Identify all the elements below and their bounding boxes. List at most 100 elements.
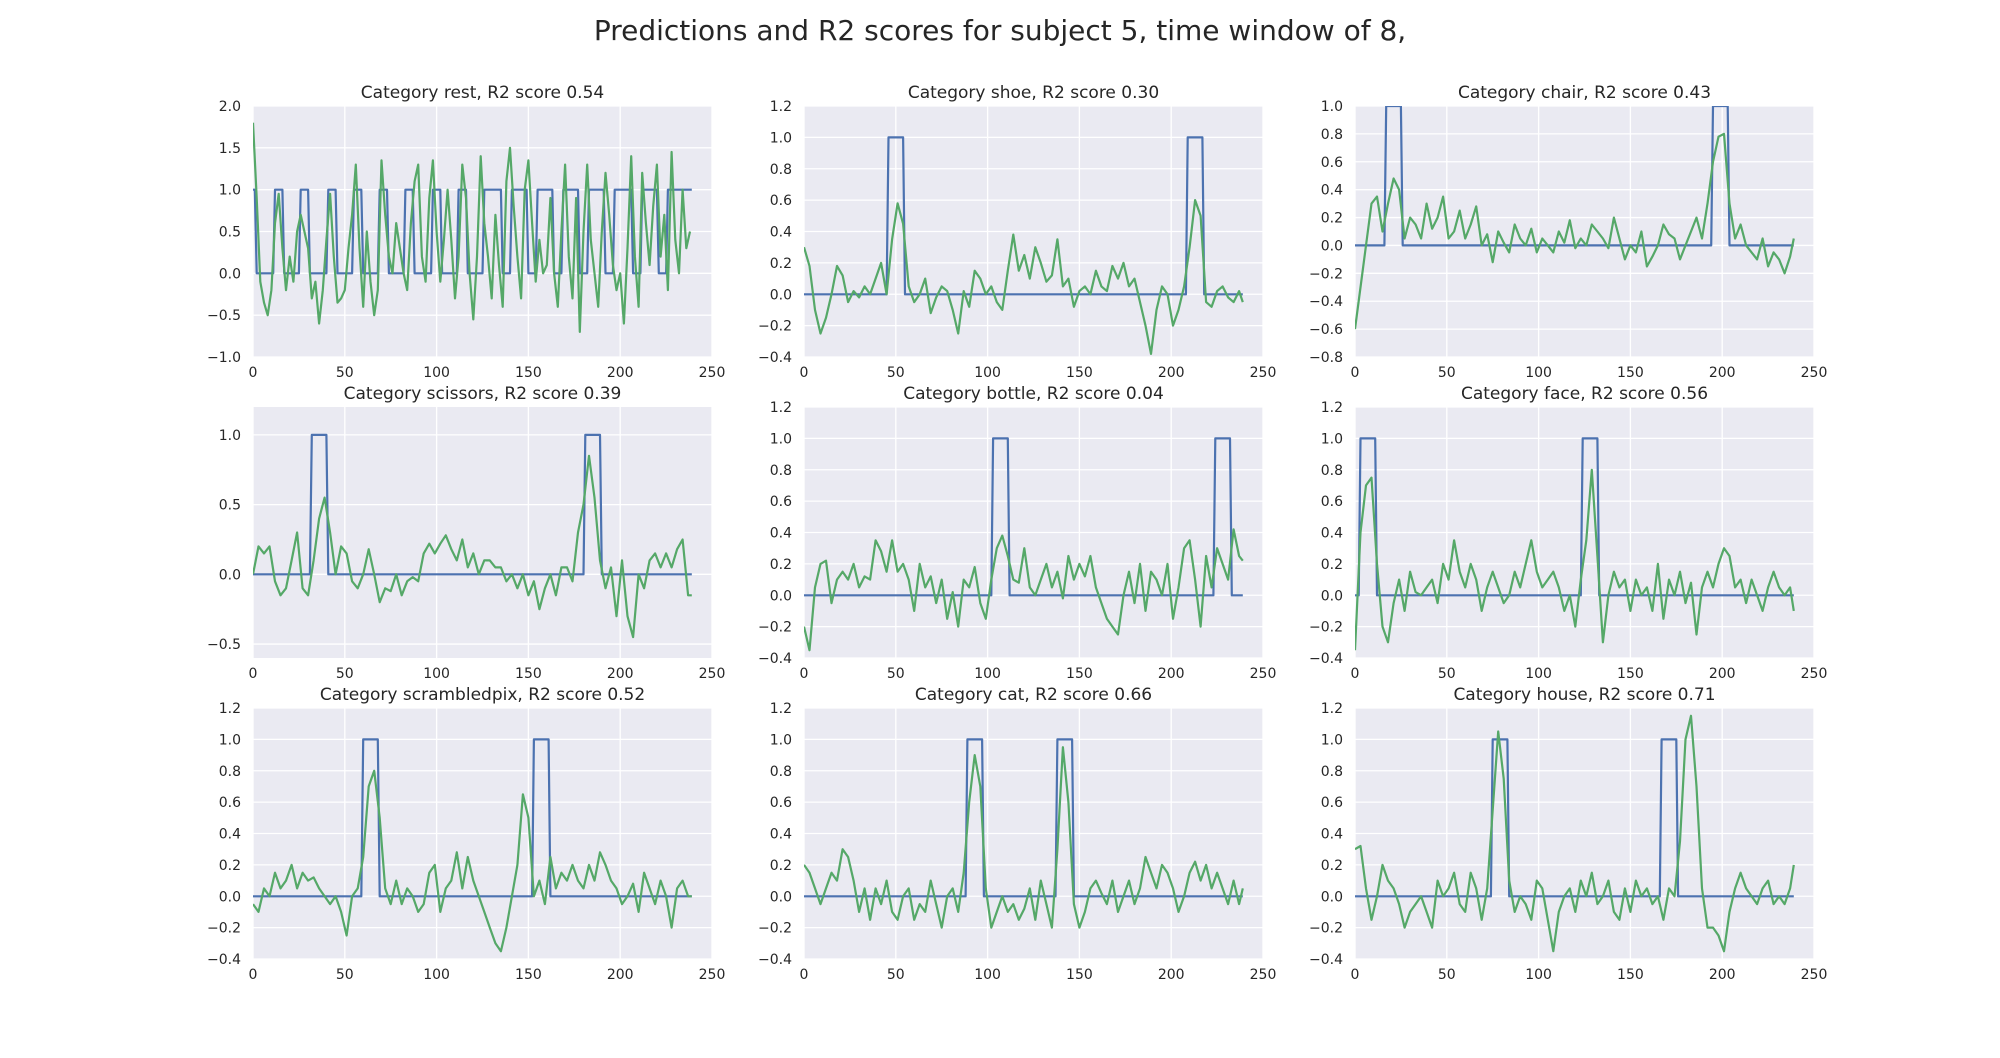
y-tick-label: 1.0 <box>1321 732 1343 748</box>
prediction-line <box>253 454 692 639</box>
x-tick-label: 250 <box>1250 967 1277 983</box>
x-tick-label: 200 <box>1709 365 1736 381</box>
subplot-3: 0 50 100 150 200 250 −0.8 −0.6 −0.4 −0.2 0.0 0.2 0.4… <box>1309 83 1827 381</box>
subplot-9: 0 50 100 150 200 250 −0.4 −0.2 0.0 0.2 0.4 0.6 0.8 1.… <box>1309 685 1827 983</box>
y-tick-label: 1.2 <box>770 99 792 115</box>
x-tick-label: 0 <box>249 666 258 682</box>
x-tick-label: 100 <box>1525 967 1552 983</box>
y-tick-label: 0.8 <box>1321 127 1343 143</box>
x-tick-label: 0 <box>800 365 809 381</box>
y-tick-label: 0.0 <box>219 567 241 583</box>
y-tick-label: 0.8 <box>770 463 792 479</box>
prediction-line <box>253 122 692 333</box>
x-tick-label: 150 <box>515 666 542 682</box>
y-tick-label: 1.0 <box>770 732 792 748</box>
subplot-title: Category rest, R2 score 0.54 <box>361 83 604 103</box>
x-tick-label: 100 <box>423 967 450 983</box>
y-tick-label: 1.2 <box>770 701 792 717</box>
y-tick-label: 0.0 <box>1321 588 1343 604</box>
y-tick-label: 0.5 <box>219 225 241 241</box>
y-tick-label: 2.0 <box>219 99 241 115</box>
x-tick-label: 200 <box>1158 365 1185 381</box>
plot-area <box>1355 106 1814 357</box>
y-tick-label: 1.0 <box>219 732 241 748</box>
target-line <box>253 433 692 576</box>
x-tick-label: 200 <box>1709 967 1736 983</box>
y-tick-label: −1.0 <box>207 350 241 366</box>
y-tick-label: 0.2 <box>219 858 241 874</box>
x-tick-label: 100 <box>974 666 1001 682</box>
prediction-line <box>1355 714 1795 953</box>
subplot-title: Category house, R2 score 0.71 <box>1453 685 1715 705</box>
subplot-6: 0 50 100 150 200 250 −0.4 −0.2 0.0 0.2 0.4 0.6 0.8 1.… <box>1309 384 1827 682</box>
prediction-line <box>1355 468 1795 651</box>
x-tick-label: 150 <box>1617 365 1644 381</box>
y-tick-label: 0.2 <box>1321 557 1343 573</box>
y-tick-label: −0.6 <box>1309 322 1343 338</box>
y-tick-label: −0.4 <box>758 651 792 667</box>
y-tick-label: −0.2 <box>1309 921 1343 937</box>
y-tick-label: 0.8 <box>219 764 241 780</box>
y-tick-label: 0.0 <box>219 889 241 905</box>
y-tick-label: 0.4 <box>219 827 241 843</box>
subplot-title: Category bottle, R2 score 0.04 <box>903 384 1164 404</box>
x-tick-label: 250 <box>1250 666 1277 682</box>
x-tick-label: 200 <box>607 666 634 682</box>
y-tick-label: 1.0 <box>770 130 792 146</box>
x-tick-label: 50 <box>336 365 354 381</box>
subplot-7: 0 50 100 150 200 250 −0.4 −0.2 0.0 0.2 0.4 0.6 0.8 1.… <box>207 685 725 983</box>
x-tick-label: 100 <box>1525 365 1552 381</box>
y-tick-label: 1.0 <box>219 428 241 444</box>
subplot-title: Category face, R2 score 0.56 <box>1461 384 1708 404</box>
y-tick-label: −0.4 <box>1309 294 1343 310</box>
x-tick-label: 250 <box>699 365 726 381</box>
y-tick-label: −0.4 <box>207 952 241 968</box>
x-tick-label: 0 <box>1351 365 1360 381</box>
y-tick-label: 1.2 <box>770 400 792 416</box>
y-tick-label: 0.0 <box>219 266 241 282</box>
y-tick-label: 0.4 <box>770 225 792 241</box>
x-tick-label: 250 <box>699 967 726 983</box>
y-tick-label: 1.0 <box>1321 99 1343 115</box>
y-tick-label: −0.4 <box>758 350 792 366</box>
prediction-line <box>253 769 692 953</box>
y-tick-label: 1.0 <box>1321 431 1343 447</box>
target-line <box>804 738 1243 898</box>
y-tick-label: 0.6 <box>770 193 792 209</box>
y-tick-label: 0.2 <box>1321 858 1343 874</box>
x-tick-label: 150 <box>1066 365 1093 381</box>
x-tick-label: 50 <box>1438 967 1456 983</box>
x-tick-label: 200 <box>607 967 634 983</box>
y-tick-label: 1.0 <box>770 431 792 447</box>
prediction-line <box>1355 132 1795 330</box>
x-tick-label: 50 <box>1438 365 1456 381</box>
y-tick-label: −0.5 <box>207 308 241 324</box>
figure-title: Predictions and R2 scores for subject 5,… <box>593 14 1407 47</box>
x-tick-label: 200 <box>1158 666 1185 682</box>
x-tick-label: 50 <box>887 365 905 381</box>
x-tick-label: 0 <box>249 365 258 381</box>
y-tick-label: 0.6 <box>770 795 792 811</box>
y-tick-label: 0.8 <box>770 764 792 780</box>
y-tick-label: −0.2 <box>758 319 792 335</box>
x-tick-label: 150 <box>1066 666 1093 682</box>
subplot-5: 0 50 100 150 200 250 −0.4 −0.2 0.0 0.2 0.4 0.6 0.8 1.… <box>758 384 1276 682</box>
y-tick-label: 0.0 <box>1321 889 1343 905</box>
x-tick-label: 50 <box>887 666 905 682</box>
y-tick-label: −0.2 <box>758 620 792 636</box>
target-line <box>1355 106 1794 247</box>
y-tick-label: 0.6 <box>1321 494 1343 510</box>
y-tick-label: 0.2 <box>770 858 792 874</box>
y-tick-label: 0.4 <box>1321 827 1343 843</box>
x-tick-label: 200 <box>1709 666 1736 682</box>
prediction-line <box>804 528 1244 652</box>
y-tick-label: 0.8 <box>1321 463 1343 479</box>
y-tick-label: 0.2 <box>770 256 792 272</box>
plot-area <box>253 407 712 658</box>
x-tick-label: 50 <box>887 967 905 983</box>
y-tick-label: 1.5 <box>219 141 241 157</box>
y-tick-label: 0.6 <box>770 494 792 510</box>
x-tick-label: 250 <box>1801 365 1828 381</box>
target-line <box>253 738 692 898</box>
y-tick-label: −0.4 <box>1309 651 1343 667</box>
